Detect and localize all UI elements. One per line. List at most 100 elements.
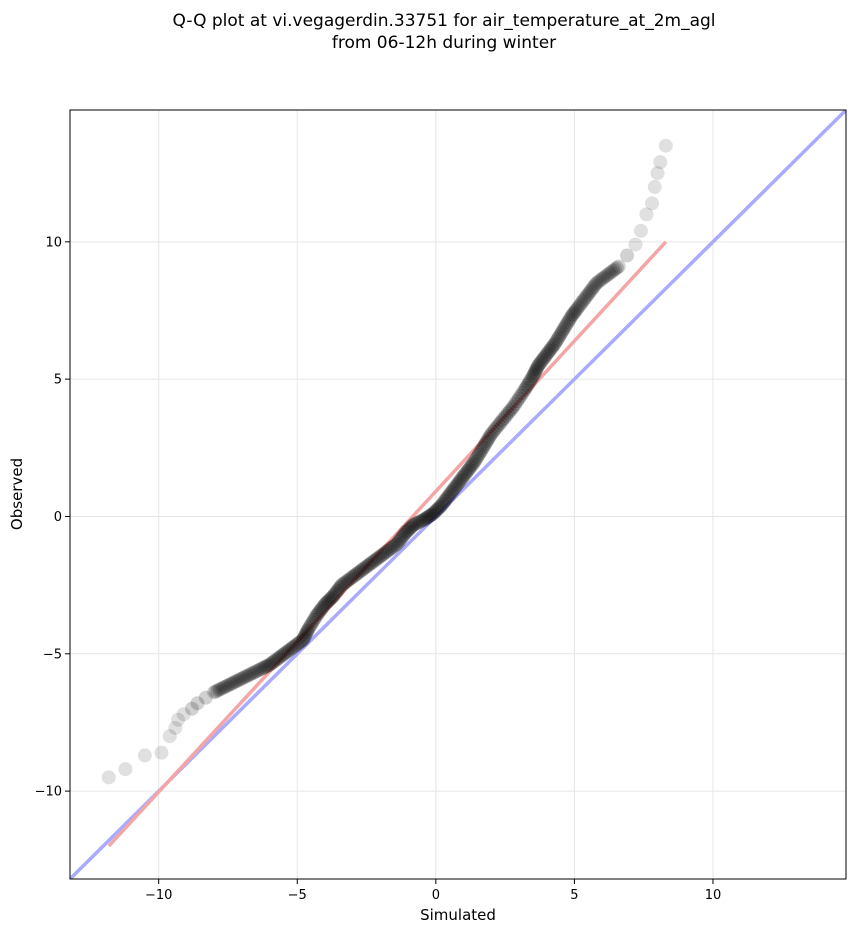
quantile-point bbox=[541, 345, 556, 360]
quantile-point bbox=[268, 653, 283, 668]
quantile-point bbox=[518, 380, 533, 395]
quantile-point bbox=[497, 411, 512, 426]
quantile-point bbox=[262, 657, 277, 672]
quantile-point bbox=[399, 524, 414, 539]
quantile-point bbox=[510, 394, 525, 409]
quantile-point bbox=[595, 271, 610, 286]
quantile-point bbox=[536, 351, 551, 366]
quantile-point bbox=[609, 260, 624, 275]
quantile-point bbox=[452, 474, 467, 489]
quantile-point bbox=[480, 433, 495, 448]
quantile-point bbox=[530, 360, 545, 375]
quantile-point bbox=[408, 516, 423, 531]
quantile-point bbox=[489, 420, 504, 435]
quantile-point bbox=[168, 720, 183, 735]
quantile-point bbox=[535, 352, 550, 367]
quantile-point bbox=[296, 631, 311, 646]
quantile-point bbox=[593, 273, 608, 288]
quantile-point bbox=[538, 349, 553, 364]
quantile-point bbox=[255, 661, 270, 676]
quantile-point bbox=[658, 138, 673, 153]
quantile-point bbox=[212, 682, 227, 697]
quantile-point bbox=[467, 454, 482, 469]
quantile-point bbox=[386, 539, 401, 554]
quantile-point bbox=[343, 571, 358, 586]
quantile-point bbox=[445, 483, 460, 498]
quantile-point bbox=[515, 385, 530, 400]
quantile-point bbox=[176, 707, 191, 722]
quantile-point bbox=[575, 294, 590, 309]
quantile-point bbox=[351, 565, 366, 580]
quantile-point bbox=[311, 606, 326, 621]
quantile-point bbox=[154, 745, 169, 760]
quantile-point bbox=[548, 336, 562, 351]
quantile-point bbox=[543, 341, 558, 356]
x-tick-label: −10 bbox=[145, 888, 172, 903]
quantile-point bbox=[563, 311, 578, 326]
quantile-point bbox=[589, 276, 604, 291]
quantile-point bbox=[304, 617, 319, 632]
quantile-point bbox=[402, 521, 417, 536]
quantile-point bbox=[331, 581, 346, 596]
quantile-point bbox=[586, 279, 601, 294]
quantile-point bbox=[526, 367, 541, 382]
quantile-point bbox=[232, 672, 247, 687]
quantile-point bbox=[373, 549, 388, 564]
quantile-point bbox=[439, 491, 454, 506]
quantile-point bbox=[388, 538, 403, 553]
quantile-point bbox=[349, 567, 364, 582]
quantile-point bbox=[456, 469, 471, 484]
quantile-point bbox=[308, 610, 323, 625]
quantile-point bbox=[491, 417, 506, 432]
quantile-point bbox=[477, 438, 492, 453]
quantile-point bbox=[324, 590, 339, 605]
quantile-point bbox=[463, 460, 478, 475]
y-tick-label: −10 bbox=[35, 785, 62, 800]
quantile-point bbox=[437, 494, 452, 509]
quantile-point bbox=[653, 155, 668, 170]
quantile-point bbox=[421, 509, 436, 524]
quantile-point bbox=[600, 267, 615, 282]
quantile-point bbox=[290, 637, 305, 652]
quantile-point bbox=[410, 515, 425, 530]
quantile-point bbox=[298, 627, 313, 642]
quantile-point bbox=[582, 285, 597, 300]
quantile-point bbox=[591, 274, 606, 289]
quantile-point bbox=[446, 482, 461, 497]
quantile-point bbox=[453, 472, 468, 487]
quantile-point bbox=[392, 533, 407, 548]
x-tick-label: −5 bbox=[288, 888, 307, 903]
quantile-point bbox=[384, 541, 399, 556]
quantile-point bbox=[474, 443, 489, 458]
quantile-point bbox=[398, 525, 413, 540]
quantile-point bbox=[568, 303, 583, 318]
quantile-point bbox=[606, 263, 621, 278]
quantile-point bbox=[380, 543, 395, 558]
quantile-point bbox=[419, 511, 434, 526]
quantile-point bbox=[210, 683, 225, 698]
quantile-point bbox=[300, 623, 315, 638]
quantile-point bbox=[279, 645, 294, 660]
quantile-point bbox=[367, 553, 382, 568]
quantile-point bbox=[320, 594, 335, 609]
quantile-point bbox=[313, 602, 328, 617]
quantile-point bbox=[264, 656, 279, 671]
quantile-point bbox=[412, 514, 427, 529]
quantile-point bbox=[478, 436, 493, 451]
quantile-point bbox=[282, 642, 297, 657]
y-axis-label: Observed bbox=[8, 458, 26, 530]
x-axis-label: Simulated bbox=[420, 906, 496, 924]
quantile-point bbox=[475, 440, 490, 455]
quantile-point bbox=[620, 248, 635, 263]
quantile-point bbox=[499, 408, 514, 423]
quantile-point bbox=[460, 463, 475, 478]
x-axis-ticks: −10 −5 0 5 10 bbox=[145, 879, 721, 903]
quantile-point bbox=[553, 327, 568, 342]
quantile-point bbox=[527, 365, 542, 380]
quantile-point bbox=[305, 615, 320, 630]
quantile-point bbox=[564, 308, 579, 323]
quantile-point bbox=[420, 510, 435, 525]
quantile-point bbox=[557, 320, 572, 335]
quantile-point bbox=[430, 502, 445, 517]
